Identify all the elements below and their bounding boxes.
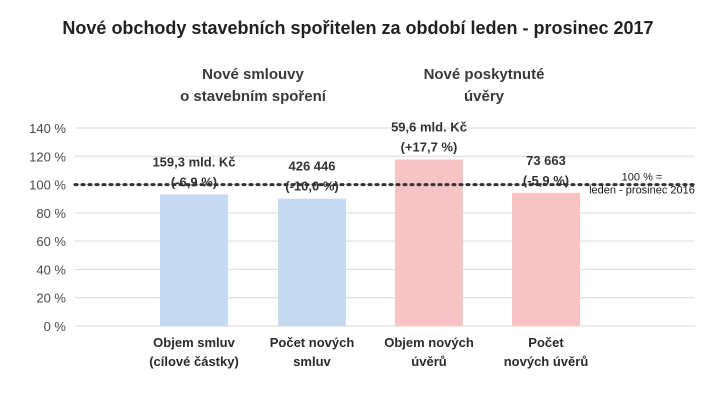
data-label: 159,3 mld. Kč (-6,9 %) xyxy=(152,154,235,189)
chart-title: Nové obchody stavebních spořitelen za ob… xyxy=(62,18,653,38)
x-category-label: Objem smluv (cílové částky) xyxy=(149,335,239,369)
x-category-label-line: úvěrů xyxy=(411,354,446,369)
x-category-label-line: nových úvěrů xyxy=(504,354,589,369)
y-tick-label: 140 % xyxy=(29,121,66,136)
data-label-line: (+17,7 %) xyxy=(401,140,458,155)
y-tick-label: 80 % xyxy=(36,206,66,221)
bars xyxy=(160,159,580,326)
data-label-line: (-5,9 %) xyxy=(523,173,569,188)
x-category-label: Počet nových smluv xyxy=(270,335,355,369)
y-tick-label: 0 % xyxy=(44,319,67,334)
data-label: 426 446 (-10,0 %) xyxy=(285,159,338,194)
reference-note-line: 100 % = xyxy=(622,172,663,184)
data-label: 59,6 mld. Kč (+17,7 %) xyxy=(391,120,467,155)
y-tick-label: 120 % xyxy=(29,149,66,164)
group-label-line: o stavebním spoření xyxy=(180,88,327,105)
group-label: Nové poskytnuté úvěry xyxy=(424,66,545,105)
x-category-label: Objem nových úvěrů xyxy=(384,335,474,369)
bar xyxy=(512,192,580,326)
y-tick-label: 60 % xyxy=(36,234,66,249)
group-label-line: Nové poskytnuté xyxy=(424,66,545,83)
x-category-label-line: Počet xyxy=(528,335,564,350)
data-label-line: (-10,0 %) xyxy=(285,179,338,194)
y-tick-label: 40 % xyxy=(36,262,66,277)
reference-line-group: 100 % = leden - prosinec 2016 xyxy=(73,172,697,197)
data-label: 73 663 (-5,9 %) xyxy=(523,153,569,188)
x-category-label-line: Objem nových xyxy=(384,335,474,350)
data-label-line: (-6,9 %) xyxy=(171,174,217,189)
x-category-label: Počet nových úvěrů xyxy=(504,335,589,369)
x-category-label-line: smluv xyxy=(293,354,331,369)
reference-note: 100 % = leden - prosinec 2016 xyxy=(589,172,695,197)
gridlines: 0 % 20 % 40 % 60 % 80 % 100 % 120 % 140 % xyxy=(29,121,695,334)
x-category-label-line: (cílové částky) xyxy=(149,354,239,369)
bar xyxy=(278,198,346,326)
x-category-label-line: Objem smluv xyxy=(153,335,235,350)
reference-note-line: leden - prosinec 2016 xyxy=(589,185,695,197)
data-label-line: 59,6 mld. Kč xyxy=(391,120,467,135)
x-category-label-line: Počet nových xyxy=(270,335,355,350)
axis-labels: Objem smluv (cílové částky) Počet nových sm… xyxy=(149,335,588,369)
data-label-line: 73 663 xyxy=(526,153,566,168)
y-tick-label: 20 % xyxy=(36,291,66,306)
data-label-line: 159,3 mld. Kč xyxy=(152,154,235,169)
y-tick-label: 100 % xyxy=(29,178,66,193)
group-labels: Nové smlouvy o stavebním spoření Nové posk… xyxy=(180,66,544,105)
group-label-line: Nové smlouvy xyxy=(202,66,304,83)
group-label-line: úvěry xyxy=(464,88,505,105)
bar xyxy=(395,159,463,326)
data-label-line: 426 446 xyxy=(289,159,336,174)
bar xyxy=(160,194,228,326)
data-labels: 159,3 mld. Kč (-6,9 %) 426 446 (-10,0 %) 59,… xyxy=(152,120,569,194)
group-label: Nové smlouvy o stavebním spoření xyxy=(180,66,327,105)
